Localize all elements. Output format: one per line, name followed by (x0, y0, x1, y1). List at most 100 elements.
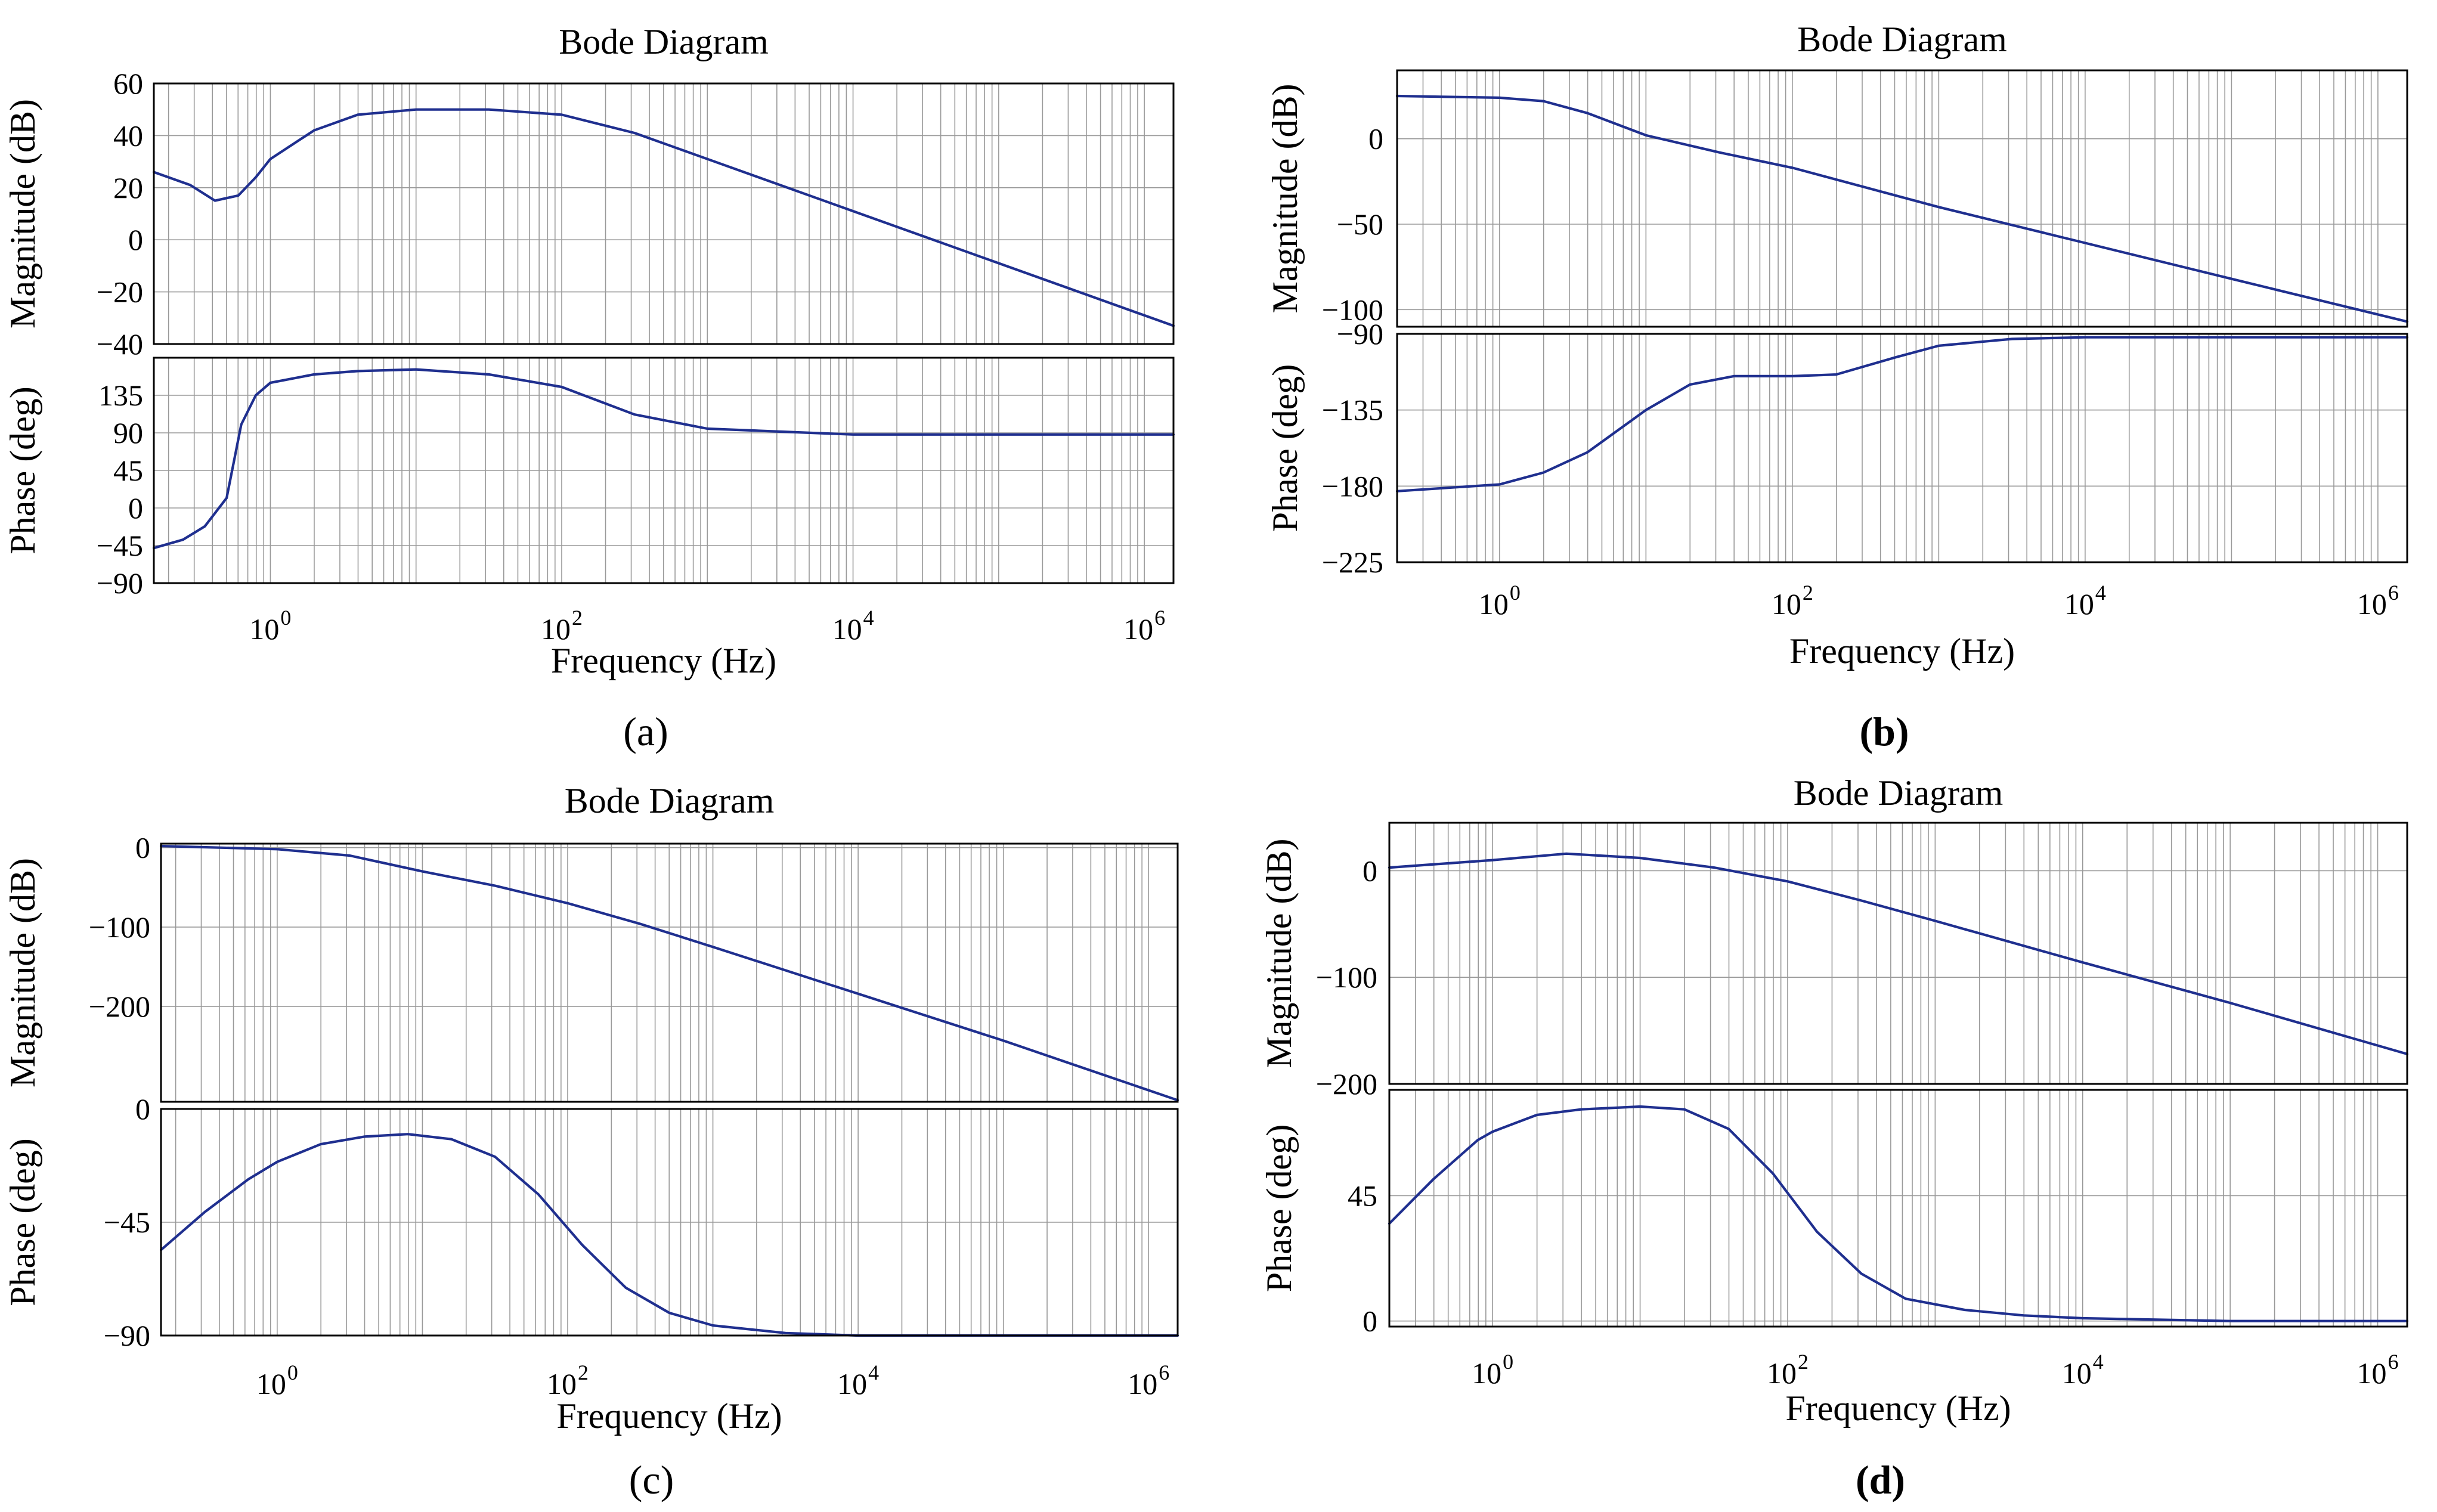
phase-ylabel: Phase (deg) (3, 386, 42, 554)
magnitude-ylabel: Magnitude (dB) (3, 99, 42, 329)
phase-ytick-label: 0 (135, 1092, 150, 1126)
xtick-label: 102 (547, 1361, 589, 1401)
phase-grid (1389, 1090, 2407, 1327)
magnitude-ytick-label: 40 (113, 119, 143, 152)
xtick-label: 106 (1128, 1361, 1169, 1401)
magnitude-ytick-label: −100 (1322, 293, 1383, 326)
phase-axes: 0 −45 −90 Phase (deg) (3, 1092, 1179, 1352)
magnitude-frame (153, 82, 1175, 345)
phase-ytick-label: −180 (1322, 469, 1383, 503)
xtick-label: 102 (1772, 581, 1813, 621)
phase-trace (159, 1133, 1179, 1337)
phase-grid (154, 358, 1173, 583)
phase-ylabel: Phase (deg) (3, 1138, 42, 1306)
magnitude-ytick-label: 0 (135, 831, 150, 865)
magnitude-frame (1388, 822, 2408, 1085)
phase-ytick-label: −135 (1322, 394, 1383, 427)
phase-grid (161, 1109, 1178, 1336)
xtick-label: 106 (2357, 1350, 2399, 1390)
xtick-label: 100 (1479, 581, 1521, 621)
phase-axes: −90 −135 −180 −225 Phase (deg) (1265, 317, 2409, 579)
chart-title: Bode Diagram (565, 781, 775, 820)
phase-ytick-label: 0 (1363, 1305, 1377, 1338)
phase-axes: 135 90 45 0 −45 −90 Phase (deg) (3, 357, 1175, 600)
magnitude-ytick-label: 20 (113, 171, 143, 205)
xtick-label: 100 (256, 1361, 298, 1401)
phase-frame (153, 357, 1175, 584)
magnitude-ylabel: Magnitude (dB) (1259, 839, 1299, 1068)
magnitude-grid (161, 844, 1178, 1102)
phase-ylabel: Phase (deg) (1259, 1124, 1299, 1293)
magnitude-grid (154, 83, 1173, 344)
bode-panel-a: Bode Diagram 60 40 20 0 −20 −40 Magnitude (dB) 1… (3, 22, 1175, 754)
phase-ytick-label: 135 (98, 379, 143, 412)
xtick-label: 102 (541, 606, 583, 646)
magnitude-ylabel: Magnitude (dB) (3, 858, 42, 1087)
panel-label: (b) (1859, 709, 1909, 754)
phase-ytick-label: −90 (97, 566, 143, 600)
magnitude-grid (1396, 70, 2407, 327)
phase-trace (152, 368, 1175, 550)
bode-panel-b: Bode Diagram 0 −50 −100 Magnitude (dB) −90 −13… (1265, 20, 2409, 754)
magnitude-ytick-label: −200 (89, 990, 150, 1023)
chart-title: Bode Diagram (1797, 20, 2007, 59)
x-axis-label: Frequency (Hz) (556, 1396, 782, 1436)
panel-label: (a) (623, 709, 668, 754)
xtick-label: 104 (837, 1361, 879, 1401)
magnitude-ytick-label: 0 (1368, 122, 1383, 156)
phase-ytick-label: −90 (1337, 317, 1383, 351)
xtick-label: 100 (1472, 1350, 1513, 1390)
xtick-label: 100 (249, 606, 291, 646)
phase-frame (160, 1108, 1179, 1337)
magnitude-axes: 60 40 20 0 −20 −40 Magnitude (dB) (3, 67, 1175, 361)
magnitude-trace (1395, 94, 2409, 323)
magnitude-frame (160, 842, 1179, 1103)
phase-ytick-label: −225 (1322, 546, 1383, 579)
xtick-label: 106 (2357, 581, 2399, 621)
magnitude-axes: 0 −100 −200 Magnitude (dB) (3, 831, 1179, 1103)
phase-ytick-label: 0 (128, 491, 143, 525)
magnitude-ytick-label: −20 (97, 275, 143, 309)
magnitude-ytick-label: −200 (1316, 1067, 1377, 1101)
phase-ytick-label: −45 (97, 529, 143, 562)
phase-frame (1388, 1089, 2408, 1328)
x-axis-label: Frequency (Hz) (1785, 1389, 2011, 1428)
phase-trace (1388, 1105, 2409, 1322)
phase-ytick-label: 90 (113, 416, 143, 450)
panel-label: (d) (1856, 1457, 1905, 1502)
phase-trace (1395, 336, 2409, 492)
phase-ytick-label: 45 (113, 454, 143, 487)
xtick-label: 104 (832, 606, 874, 646)
magnitude-ytick-label: −40 (97, 327, 143, 361)
magnitude-ylabel: Magnitude (dB) (1265, 84, 1305, 314)
bode-panel-c: Bode Diagram 0 −100 −200 Magnitude (dB) 0 −45 −… (3, 781, 1179, 1502)
magnitude-ytick-label: −50 (1337, 207, 1383, 241)
magnitude-ytick-label: 0 (128, 223, 143, 256)
magnitude-frame (1396, 69, 2408, 328)
panel-label: (c) (629, 1457, 674, 1502)
magnitude-ytick-label: 0 (1363, 854, 1377, 887)
magnitude-trace (159, 844, 1179, 1102)
phase-frame (1396, 333, 2408, 563)
x-axis-label: Frequency (Hz) (1789, 631, 2015, 671)
magnitude-ytick-label: −100 (1316, 961, 1377, 994)
magnitude-trace (152, 108, 1175, 327)
bode-panel-d: Bode Diagram 0 −100 −200 Magnitude (dB) 45 0 Ph… (1259, 773, 2409, 1502)
phase-axes: 45 0 Phase (deg) (1259, 1089, 2409, 1338)
xtick-label: 102 (1767, 1350, 1809, 1390)
xtick-label: 104 (2064, 581, 2106, 621)
chart-title: Bode Diagram (1794, 773, 2004, 813)
magnitude-ytick-label: 60 (113, 67, 143, 100)
phase-grid (1396, 334, 2407, 562)
magnitude-grid (1389, 823, 2407, 1084)
phase-ytick-label: −45 (104, 1206, 150, 1239)
phase-ylabel: Phase (deg) (1265, 364, 1305, 532)
magnitude-axes: 0 −50 −100 Magnitude (dB) (1265, 69, 2409, 328)
xtick-label: 104 (2062, 1350, 2104, 1390)
magnitude-axes: 0 −100 −200 Magnitude (dB) (1259, 822, 2409, 1101)
xtick-label: 106 (1123, 606, 1165, 646)
magnitude-trace (1388, 852, 2409, 1055)
magnitude-ytick-label: −100 (89, 910, 150, 944)
phase-ytick-label: 45 (1348, 1179, 1377, 1212)
